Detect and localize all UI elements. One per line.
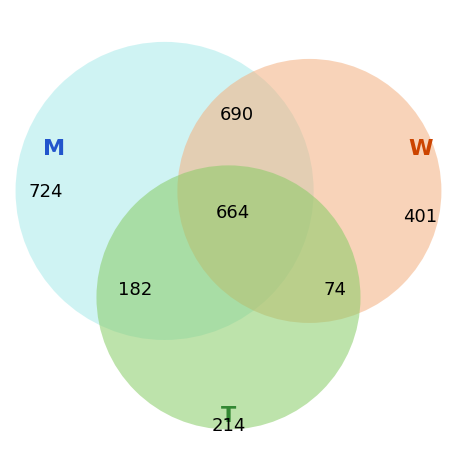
- Text: T: T: [221, 405, 236, 424]
- Text: W: W: [408, 139, 432, 159]
- Circle shape: [177, 60, 441, 323]
- Text: 182: 182: [118, 280, 152, 298]
- Text: 74: 74: [323, 280, 346, 298]
- Text: 214: 214: [211, 416, 246, 434]
- Text: M: M: [43, 139, 65, 159]
- Text: 690: 690: [220, 106, 254, 124]
- Text: 664: 664: [216, 204, 250, 222]
- Text: 401: 401: [403, 208, 437, 226]
- Circle shape: [16, 43, 314, 340]
- Circle shape: [97, 166, 361, 429]
- Text: 724: 724: [28, 183, 63, 201]
